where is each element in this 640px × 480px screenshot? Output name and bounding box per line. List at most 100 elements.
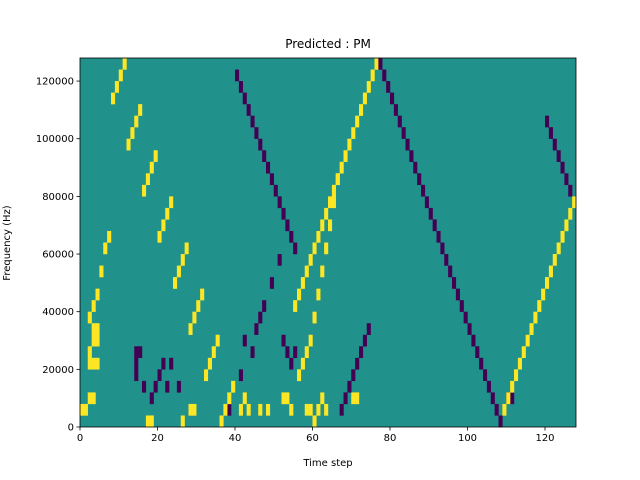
heatmap-cell (95, 288, 100, 301)
heatmap-cell (87, 346, 92, 359)
heatmap-cell (548, 265, 553, 278)
heatmap-cell (328, 196, 333, 209)
heatmap-cell (366, 81, 371, 93)
heatmap-cell (118, 69, 123, 82)
heatmap-cell (548, 127, 553, 139)
heatmap-cell (564, 173, 569, 186)
heatmap-cell (304, 403, 309, 416)
plot-area (79, 57, 577, 428)
heatmap-cell (262, 300, 267, 312)
heatmap-cell (87, 357, 92, 370)
heatmap-cell (227, 392, 232, 405)
heatmap-cell (564, 219, 569, 232)
heatmap-cell (572, 196, 577, 209)
x-tick-label: 120 (535, 433, 554, 444)
y-tick-label: 0 (68, 423, 74, 434)
heatmap-cell (510, 392, 515, 405)
heatmap-cell (250, 115, 255, 128)
heatmap-cell (111, 92, 116, 105)
y-tick-label: 20000 (42, 365, 74, 376)
heatmap-cell (157, 230, 162, 243)
heatmap-cell (281, 334, 286, 347)
heatmap-cell (266, 161, 271, 174)
y-axis: 0 20000 40000 60000 80000 100000 120000 (36, 77, 80, 434)
heatmap-cell (320, 265, 325, 278)
heatmap-cell (339, 161, 344, 174)
heatmap-cell (215, 334, 220, 347)
heatmap-cell (192, 403, 197, 416)
heatmap-cell (192, 311, 197, 324)
heatmap-cell (560, 230, 565, 243)
y-axis-label: Frequency (Hz) (2, 205, 13, 281)
heatmap-cell (304, 346, 309, 359)
heatmap-cell (289, 357, 294, 370)
heatmap-cell (262, 150, 267, 162)
heatmap-cell (517, 357, 522, 370)
heatmap-cell (339, 403, 344, 416)
heatmap-cell (316, 230, 321, 243)
heatmap-cell (366, 323, 371, 335)
heatmap-cell (138, 346, 143, 359)
heatmap-cell (95, 334, 100, 347)
heatmap-cell (103, 242, 108, 255)
heatmap-cell (138, 104, 143, 116)
heatmap-cell (184, 242, 189, 255)
heatmap-cell (223, 403, 228, 416)
heatmap-cell (444, 254, 449, 266)
x-tick-label: 80 (384, 433, 397, 444)
heatmap-cell (145, 415, 150, 428)
heatmap-cell (169, 196, 174, 209)
heatmap-cell (525, 334, 530, 347)
heatmap-cell (285, 346, 290, 359)
heatmap-cell (273, 184, 278, 197)
heatmap-cell (393, 104, 398, 116)
heatmap-cell (87, 392, 92, 405)
heatmap-cell (475, 346, 480, 359)
heatmap-cell (238, 403, 243, 416)
heatmap-cell (560, 161, 565, 174)
heatmap-cell (351, 369, 356, 382)
heatmap-cell (180, 254, 185, 266)
heatmap-cell (200, 288, 205, 301)
heatmap-cell (246, 104, 251, 116)
heatmap-cell (328, 219, 333, 232)
y-tick-label: 40000 (42, 307, 74, 318)
heatmap-cell (316, 403, 321, 416)
heatmap-cell (281, 392, 286, 405)
heatmap-cell (304, 265, 309, 278)
heatmap-cell (324, 207, 329, 220)
heatmap-cell (362, 334, 367, 347)
heatmap-cell (91, 392, 96, 405)
heatmap-cell (180, 415, 185, 428)
heatmap-cell (312, 311, 317, 324)
heatmap-cell (176, 265, 181, 278)
heatmap-cell (169, 357, 174, 370)
x-axis: 0 20 40 60 80 100 120 (77, 427, 555, 444)
heatmap-cell (165, 380, 170, 393)
heatmap-cell (134, 346, 139, 359)
x-tick-label: 20 (151, 433, 164, 444)
heatmap-cell (196, 300, 201, 312)
heatmap-cell (293, 300, 298, 312)
heatmap-cell (145, 173, 150, 186)
heatmap-cell (153, 380, 158, 393)
heatmap-cell (483, 369, 488, 382)
x-tick-label: 0 (77, 433, 83, 444)
heatmap-cell (130, 127, 135, 139)
heatmap-cell (417, 173, 422, 186)
heatmap-cell (440, 242, 445, 255)
heatmap-cell (134, 357, 139, 370)
heatmap-cell (246, 403, 251, 416)
y-tick-label: 100000 (36, 134, 74, 145)
heatmap-cell (490, 392, 495, 405)
heatmap-cell (355, 357, 360, 370)
y-tick-label: 80000 (42, 192, 74, 203)
heatmap-cell (382, 69, 387, 82)
heatmap-cell (231, 380, 236, 393)
heatmap-cell (204, 369, 209, 382)
heatmap-cell (238, 81, 243, 93)
heatmap-cell (281, 207, 286, 220)
heatmap-cell (122, 58, 127, 70)
heatmap-cell (455, 288, 460, 301)
heatmap-cell (289, 230, 294, 243)
